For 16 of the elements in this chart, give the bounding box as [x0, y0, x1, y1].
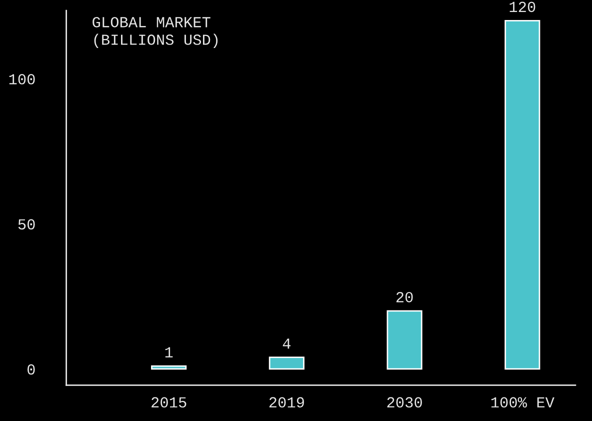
bar	[268, 356, 304, 370]
bar	[504, 20, 540, 370]
x-tick-label: 2019	[269, 397, 304, 408]
bar	[151, 365, 187, 370]
x-tick-label: 100% EV	[491, 397, 554, 408]
data-label: 20	[396, 292, 413, 302]
data-label: 4	[282, 338, 290, 349]
text: GLOBAL MARKET (BILLIONS USD)	[92, 17, 218, 48]
data-label: 120	[510, 2, 536, 12]
x-tick-label: 2015	[152, 397, 186, 408]
y-tick-label: 50	[18, 219, 35, 230]
x-tick-label: 2030	[387, 397, 422, 408]
data-label: 1	[165, 347, 173, 358]
y-tick-label: 100	[9, 74, 35, 84]
y-tick-label: 0	[28, 364, 35, 375]
bar	[386, 310, 422, 370]
